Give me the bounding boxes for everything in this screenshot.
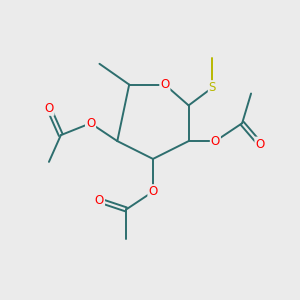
Text: S: S — [209, 81, 216, 94]
Text: O: O — [95, 194, 104, 207]
Text: O: O — [211, 135, 220, 148]
Text: O: O — [255, 138, 265, 151]
Text: O: O — [86, 117, 95, 130]
Text: O: O — [148, 185, 158, 198]
Text: O: O — [160, 78, 170, 91]
Text: O: O — [44, 102, 54, 115]
